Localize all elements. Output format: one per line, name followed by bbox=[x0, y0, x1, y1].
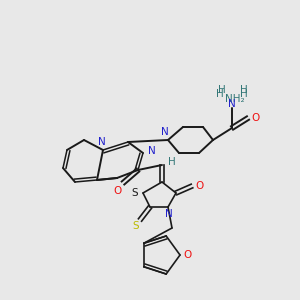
Text: S: S bbox=[133, 221, 139, 231]
Text: H: H bbox=[218, 85, 226, 95]
Text: O: O bbox=[114, 186, 122, 196]
Text: N: N bbox=[165, 209, 173, 219]
Text: N: N bbox=[228, 99, 236, 109]
Text: S: S bbox=[132, 188, 138, 198]
Text: O: O bbox=[183, 250, 191, 260]
Text: NH₂: NH₂ bbox=[225, 94, 245, 104]
Text: H: H bbox=[240, 85, 248, 95]
Text: N: N bbox=[98, 137, 106, 147]
Text: N: N bbox=[148, 146, 156, 156]
Text: H: H bbox=[168, 157, 176, 167]
Text: H: H bbox=[240, 89, 248, 99]
Text: H: H bbox=[216, 89, 224, 99]
Text: O: O bbox=[195, 181, 203, 191]
Text: O: O bbox=[252, 113, 260, 123]
Text: N: N bbox=[161, 127, 169, 137]
